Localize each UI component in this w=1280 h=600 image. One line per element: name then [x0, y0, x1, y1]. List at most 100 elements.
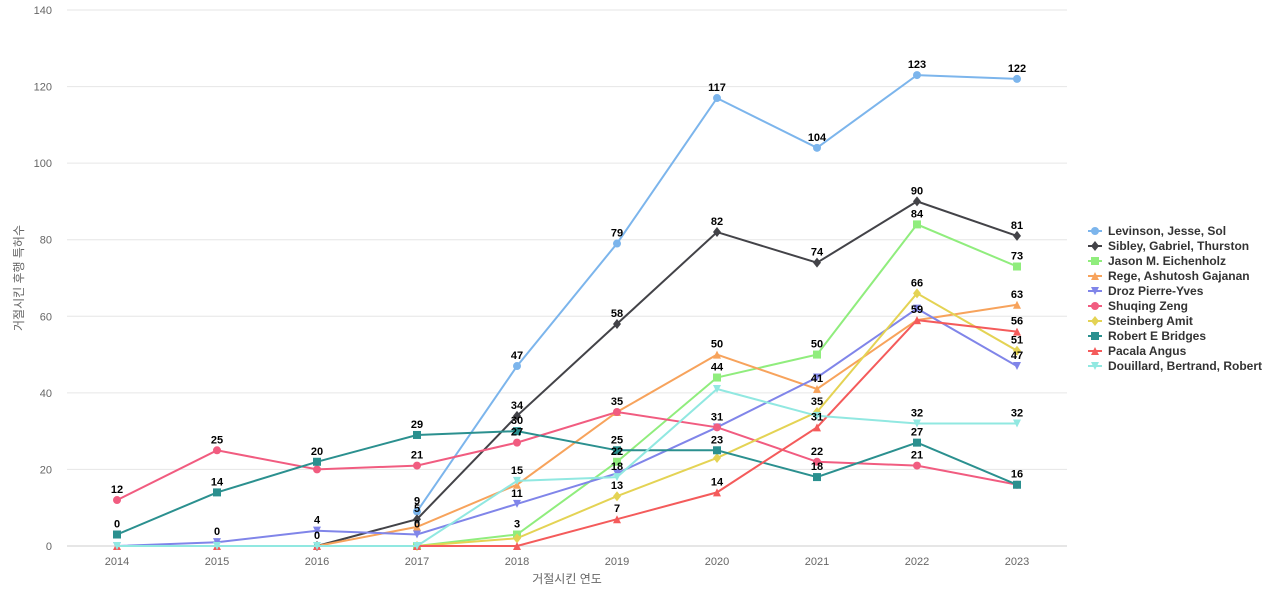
legend-item[interactable]: Jason M. Eichenholz — [1088, 254, 1226, 268]
y-tick-label: 80 — [40, 235, 52, 247]
data-point[interactable] — [413, 507, 421, 516]
legend-item[interactable]: Douillard, Bertrand, Robert — [1088, 359, 1262, 373]
data-point[interactable] — [913, 288, 921, 299]
data-point[interactable] — [913, 419, 921, 428]
data-point[interactable] — [1013, 230, 1021, 241]
data-label: 21 — [911, 450, 923, 462]
data-point[interactable] — [1013, 362, 1021, 371]
data-point[interactable] — [113, 496, 121, 505]
series-line[interactable] — [316, 303, 1018, 547]
data-label: 81 — [1011, 220, 1023, 232]
data-point[interactable] — [913, 220, 921, 229]
legend-item[interactable]: Pacala Angus — [1088, 344, 1187, 358]
data-point[interactable] — [313, 526, 321, 535]
data-point[interactable] — [113, 530, 121, 539]
data-point[interactable] — [1013, 74, 1021, 83]
data-point[interactable] — [513, 427, 521, 436]
data-point[interactable] — [513, 438, 521, 447]
legend-item[interactable]: Steinberg Amit — [1088, 314, 1193, 328]
data-point[interactable] — [813, 457, 821, 466]
data-point[interactable] — [513, 476, 521, 485]
legend-item[interactable]: Sibley, Gabriel, Thurston — [1088, 239, 1249, 253]
legend-label: Robert E Bridges — [1108, 329, 1206, 343]
data-label: 123 — [908, 59, 926, 71]
data-point[interactable] — [613, 408, 621, 416]
series-line[interactable] — [116, 410, 1018, 501]
series-line[interactable] — [116, 307, 1018, 547]
data-point[interactable] — [113, 542, 121, 550]
data-point[interactable] — [913, 71, 921, 80]
data-point[interactable] — [913, 316, 921, 325]
data-point[interactable] — [713, 488, 721, 497]
data-point[interactable] — [213, 446, 221, 455]
data-point[interactable] — [813, 385, 821, 394]
data-point[interactable] — [713, 446, 721, 455]
data-point[interactable] — [613, 491, 621, 502]
data-label: 63 — [1011, 289, 1023, 301]
data-point[interactable] — [413, 514, 421, 525]
data-point[interactable] — [613, 318, 621, 329]
data-point[interactable] — [313, 457, 321, 466]
data-point[interactable] — [713, 423, 721, 432]
data-point[interactable] — [713, 227, 721, 238]
legend-label: Douillard, Bertrand, Robert — [1108, 359, 1262, 373]
legend-item[interactable]: Rege, Ashutosh Gajanan — [1088, 269, 1250, 283]
data-point[interactable] — [513, 542, 521, 550]
data-point[interactable] — [213, 542, 221, 550]
data-point[interactable] — [313, 465, 321, 474]
legend-item[interactable]: Robert E Bridges — [1088, 329, 1206, 343]
data-point[interactable] — [913, 304, 921, 313]
series-line[interactable] — [316, 200, 1018, 547]
data-point[interactable] — [913, 438, 921, 447]
data-point[interactable] — [913, 196, 921, 207]
data-point[interactable] — [1013, 419, 1021, 428]
data-point[interactable] — [413, 522, 421, 531]
legend-item[interactable]: Droz Pierre-Yves — [1088, 284, 1204, 298]
data-point[interactable] — [513, 499, 521, 508]
data-point[interactable] — [813, 411, 821, 420]
legend-marker-icon — [1091, 257, 1099, 265]
data-point[interactable] — [1013, 327, 1021, 336]
data-point[interactable] — [613, 457, 621, 466]
series-line[interactable] — [116, 430, 1018, 536]
data-point[interactable] — [613, 515, 621, 524]
data-point[interactable] — [1013, 480, 1021, 489]
data-label: 30 — [511, 415, 523, 427]
data-point[interactable] — [1013, 300, 1021, 309]
data-label: 29 — [411, 419, 423, 431]
data-point[interactable] — [713, 350, 721, 359]
data-point[interactable] — [813, 373, 821, 382]
data-point[interactable] — [313, 542, 321, 550]
data-point[interactable] — [613, 473, 621, 482]
data-point[interactable] — [1013, 262, 1021, 271]
data-point[interactable] — [1013, 345, 1021, 356]
data-point[interactable] — [813, 473, 821, 482]
legend-item[interactable]: Shuqing Zeng — [1088, 299, 1188, 313]
series-line[interactable] — [117, 319, 1018, 547]
data-point[interactable] — [913, 461, 921, 470]
data-point[interactable] — [513, 533, 521, 544]
data-point[interactable] — [413, 430, 421, 439]
data-point[interactable] — [813, 143, 821, 152]
data-label: 14 — [211, 476, 224, 488]
data-point[interactable] — [613, 239, 621, 248]
data-point[interactable] — [713, 373, 721, 382]
data-point[interactable] — [713, 385, 721, 394]
data-point[interactable] — [813, 350, 821, 359]
data-point[interactable] — [513, 362, 521, 371]
data-point[interactable] — [413, 530, 421, 539]
data-point[interactable] — [413, 542, 421, 550]
data-point[interactable] — [213, 488, 221, 497]
data-point[interactable] — [813, 423, 821, 432]
data-point[interactable] — [713, 94, 721, 103]
legend-item[interactable]: Levinson, Jesse, Sol — [1088, 224, 1226, 238]
data-point[interactable] — [413, 461, 421, 470]
data-point[interactable] — [813, 257, 821, 268]
data-label: 11 — [511, 488, 523, 500]
data-point[interactable] — [513, 410, 521, 421]
data-point[interactable] — [613, 446, 621, 455]
series-line[interactable] — [117, 387, 1017, 547]
data-point[interactable] — [713, 452, 721, 463]
